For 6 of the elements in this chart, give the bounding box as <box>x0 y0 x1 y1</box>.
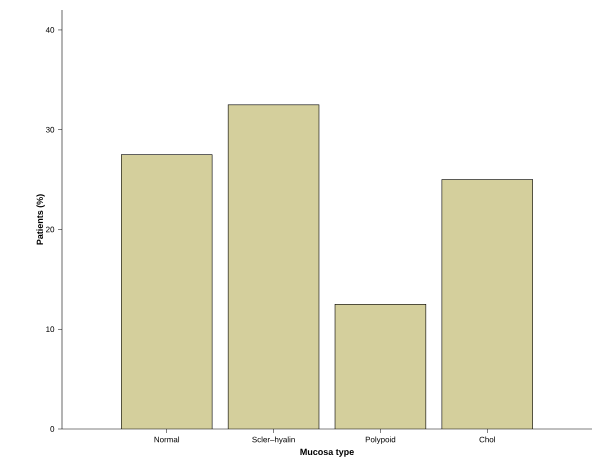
bar <box>121 154 212 429</box>
bar <box>335 304 426 429</box>
y-axis-title: Patients (%) <box>36 194 45 245</box>
x-axis-title: Mucosa type <box>300 448 354 457</box>
bar <box>442 179 534 429</box>
bar <box>228 104 319 429</box>
